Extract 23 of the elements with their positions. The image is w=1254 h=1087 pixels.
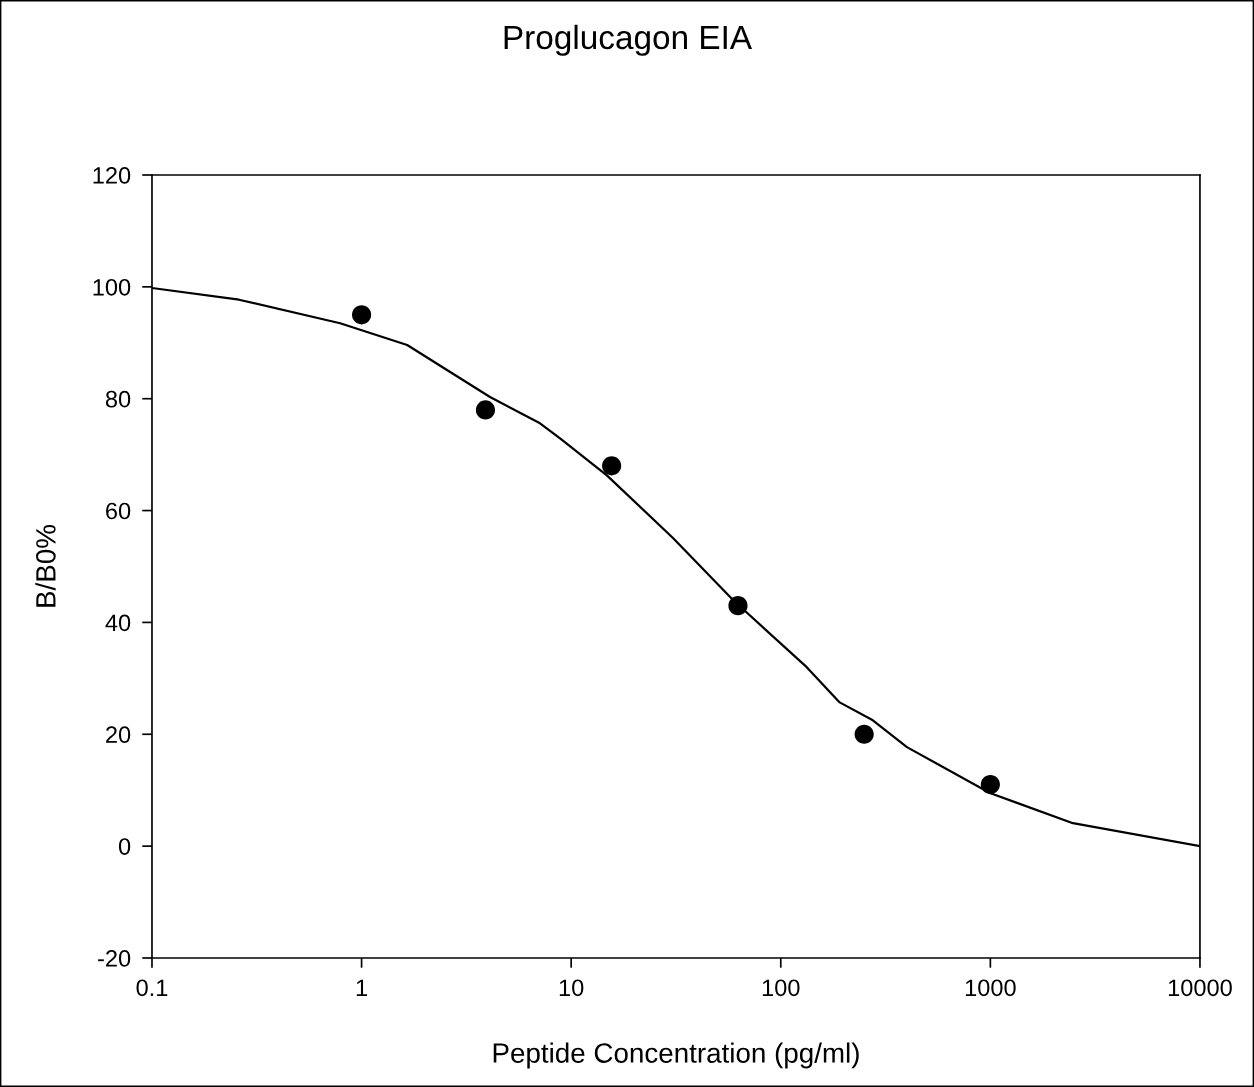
point bbox=[602, 456, 622, 476]
point bbox=[980, 775, 1000, 795]
chart-title: Proglucagon EIA bbox=[504, 24, 753, 56]
point bbox=[352, 305, 372, 325]
y-tick-label: -20 bbox=[98, 950, 131, 967]
y-axis-title: B/B0% bbox=[35, 525, 56, 607]
point bbox=[854, 724, 874, 744]
y-tick-label: 40 bbox=[105, 614, 131, 632]
x-tick-label: 10 bbox=[559, 979, 584, 997]
point bbox=[728, 596, 748, 616]
y-tick-label: 80 bbox=[105, 390, 131, 408]
y-tick-label: 100 bbox=[93, 278, 131, 296]
x-tick-label: 100 bbox=[762, 979, 800, 997]
x-tick-label: 10000 bbox=[1168, 979, 1232, 997]
y-tick-label: 120 bbox=[93, 167, 131, 184]
x-tick-label: 0.1 bbox=[136, 979, 168, 997]
x-tick-label: 1000 bbox=[965, 979, 1016, 997]
y-tick-label: 60 bbox=[106, 502, 131, 520]
y-tick-label: 20 bbox=[106, 726, 131, 744]
x-tick-label: 1 bbox=[356, 979, 367, 996]
point bbox=[475, 400, 496, 420]
x-axis-title: Peptide Concentration (pg/ml) bbox=[493, 1042, 859, 1069]
y-tick-label: 0 bbox=[118, 838, 131, 855]
